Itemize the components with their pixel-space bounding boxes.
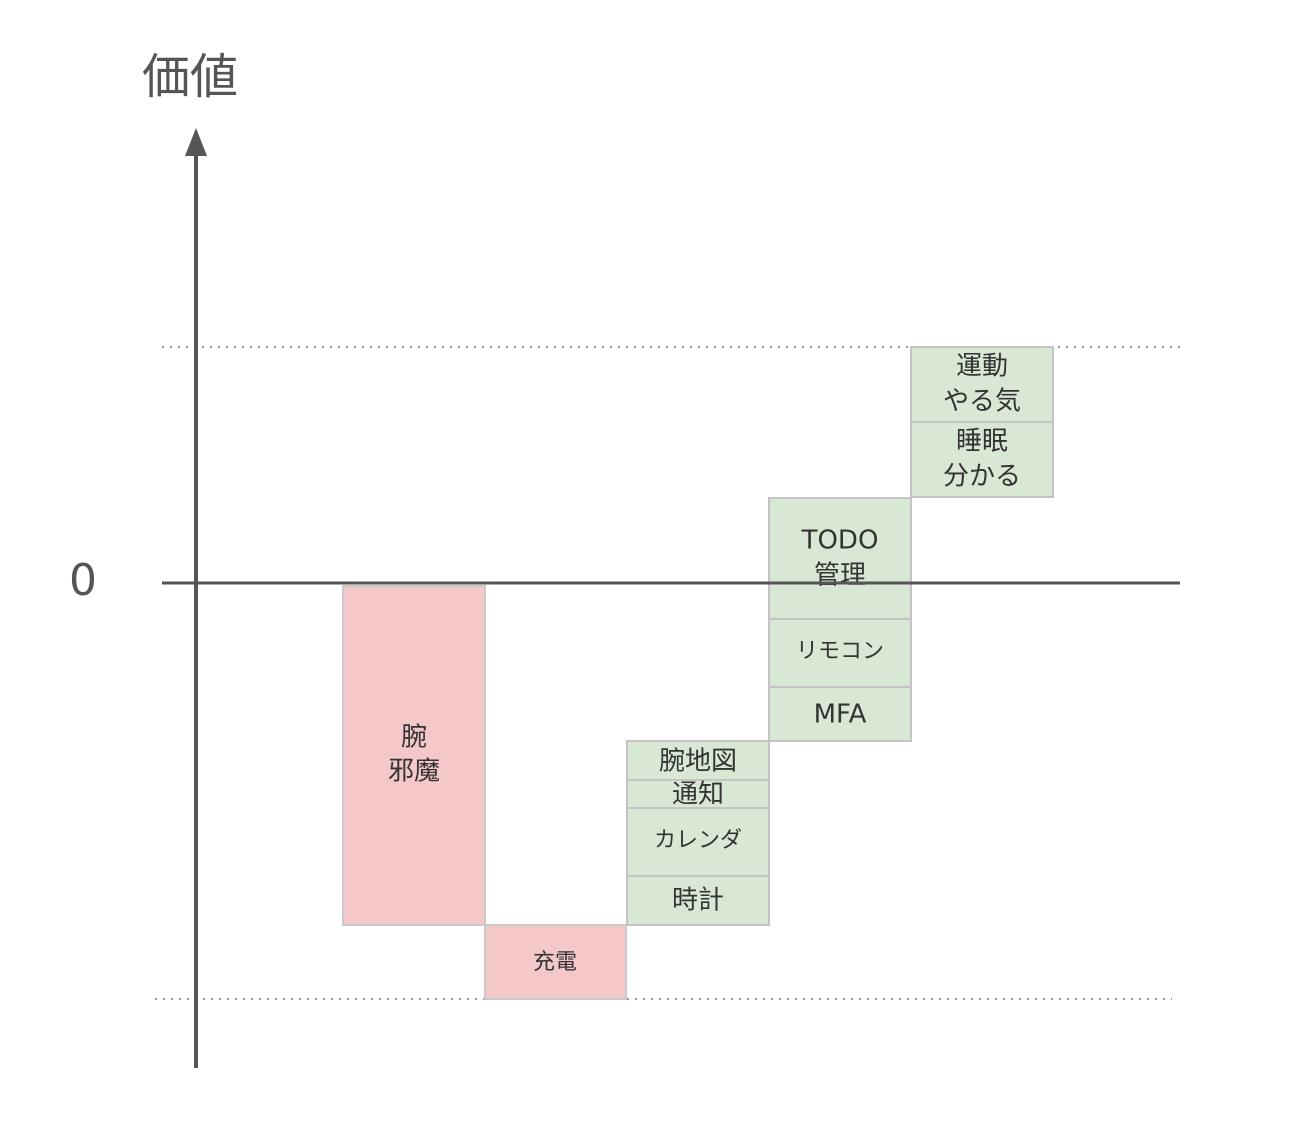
block-label: カレンダ xyxy=(654,828,742,853)
block xyxy=(768,497,912,620)
block xyxy=(342,585,486,926)
block xyxy=(910,421,1054,498)
block-label: 腕地図 xyxy=(659,747,737,777)
block-label: リモコン xyxy=(796,639,884,664)
block-label: やる気 xyxy=(943,387,1021,417)
block-label: 時計 xyxy=(672,886,724,916)
axis-label: 価値 xyxy=(142,49,238,105)
block xyxy=(910,346,1054,423)
block xyxy=(768,618,912,688)
zero-label: 0 xyxy=(69,555,97,606)
block-label: 分かる xyxy=(943,462,1021,492)
block xyxy=(484,924,627,1000)
block-label: 運動 xyxy=(956,352,1008,382)
block-label: 睡眠 xyxy=(956,427,1008,457)
block-label: MFA xyxy=(814,700,867,730)
axis-arrow xyxy=(185,128,207,156)
block xyxy=(626,875,770,926)
block xyxy=(626,740,770,781)
block-label: TODO xyxy=(801,526,879,556)
block-label: 管理 xyxy=(814,561,866,591)
block-label: 充電 xyxy=(533,950,577,975)
block xyxy=(768,686,912,742)
block-label: 邪魔 xyxy=(388,757,440,787)
block-label: 通知 xyxy=(672,780,724,810)
block-label: 腕 xyxy=(401,723,427,753)
block xyxy=(626,807,770,877)
